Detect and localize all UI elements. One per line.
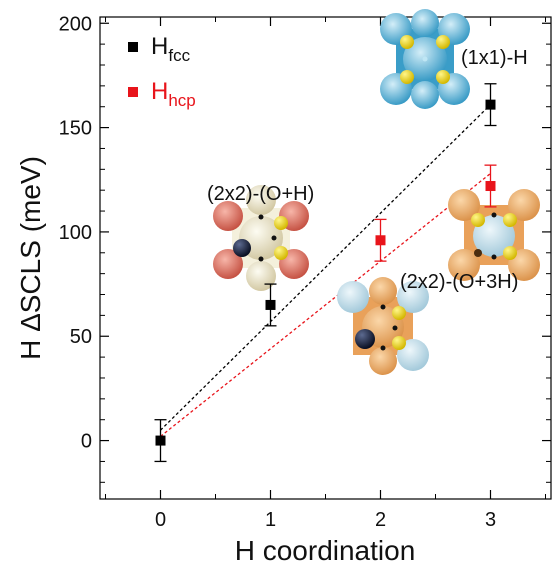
x-tick-label: 3 bbox=[485, 509, 496, 531]
data-point-hcp bbox=[375, 235, 386, 246]
annotation-2x2-o-3h: (2x2)-(O+3H) bbox=[400, 271, 518, 293]
x-tick-label: 0 bbox=[155, 509, 166, 531]
x-axis-label: H coordination bbox=[235, 535, 416, 566]
data-point-fcc bbox=[155, 435, 166, 446]
legend-label-fcc: Hfcc bbox=[151, 33, 191, 65]
legend-marker-fcc bbox=[128, 42, 138, 52]
legend-marker-hcp bbox=[128, 87, 138, 97]
y-tick-label: 200 bbox=[59, 13, 92, 35]
structure-2x2-o-h-icon bbox=[213, 185, 309, 291]
structure-1x1-h-icon bbox=[380, 9, 470, 109]
y-tick-label: 50 bbox=[70, 326, 92, 348]
data-point-hcp bbox=[485, 181, 496, 192]
axis-ticks: 0 50 100 150 200 0 1 2 3 bbox=[59, 13, 551, 531]
data-point-fcc bbox=[265, 299, 276, 310]
annotation-1x1-h: (1x1)-H bbox=[461, 47, 528, 69]
annotation-2x2-o-h: (2x2)-(O+H) bbox=[207, 183, 314, 205]
structure-2x2-o-3h-icon bbox=[448, 189, 540, 281]
structure-2x2-o-3h-alt-icon bbox=[337, 277, 429, 375]
data-point-fcc bbox=[485, 99, 496, 110]
x-tick-label: 1 bbox=[265, 509, 276, 531]
fit-lines bbox=[160, 104, 491, 437]
fit-line-hcp bbox=[160, 172, 491, 437]
fit-line-fcc bbox=[160, 104, 491, 431]
y-tick-label: 0 bbox=[81, 431, 92, 453]
data-points bbox=[154, 83, 497, 463]
x-tick-label: 2 bbox=[375, 509, 386, 531]
legend-label-hcp: Hhcp bbox=[151, 78, 196, 110]
legend: Hfcc Hhcp bbox=[128, 33, 196, 110]
y-tick-label: 150 bbox=[59, 118, 92, 140]
y-axis-label: H ΔSCLS (meV) bbox=[15, 156, 46, 360]
y-tick-label: 100 bbox=[59, 222, 92, 244]
